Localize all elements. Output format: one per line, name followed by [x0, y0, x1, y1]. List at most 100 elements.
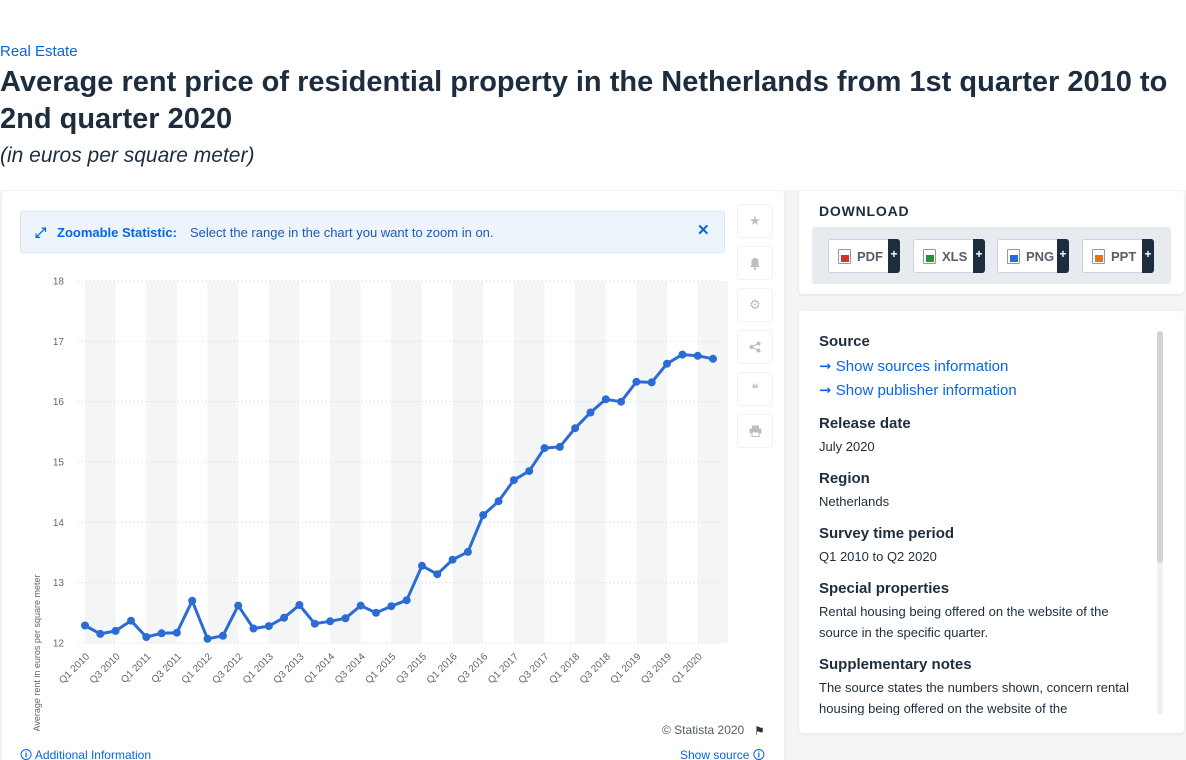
show-source-label: Show source — [680, 748, 750, 760]
x-tick-label: Q1 2018 — [547, 651, 582, 686]
data-point[interactable] — [249, 624, 258, 633]
bell-icon[interactable] — [737, 246, 773, 280]
x-tick-label: Q1 2016 — [425, 651, 460, 686]
info-scroll-area[interactable]: Source ➞ Show sources information ➞ Show… — [819, 331, 1149, 715]
top-bar — [0, 0, 1186, 40]
data-point[interactable] — [295, 601, 304, 609]
breadcrumb-real-estate[interactable]: Real Estate — [0, 43, 78, 60]
download-ppt-button[interactable]: PPT + — [1082, 239, 1154, 273]
data-point[interactable] — [218, 631, 227, 640]
data-point[interactable] — [172, 628, 181, 637]
x-tick-label: Q3 2014 — [333, 651, 368, 686]
data-point[interactable] — [525, 467, 534, 476]
show-sources-link[interactable]: ➞ Show sources information — [819, 357, 1008, 375]
data-point[interactable] — [372, 608, 380, 617]
show-source-link[interactable]: Show source 🛈 — [680, 746, 765, 760]
x-tick-label: Q3 2018 — [578, 651, 613, 686]
y-tick-label: 17 — [53, 337, 65, 348]
data-point[interactable] — [142, 633, 151, 641]
data-point[interactable] — [96, 629, 105, 638]
data-point[interactable] — [127, 616, 135, 625]
flag-icon[interactable]: ⚑ — [754, 724, 765, 738]
download-png-button[interactable]: PNG + — [997, 239, 1069, 273]
x-tick-label: Q3 2015 — [394, 651, 429, 686]
x-tick-label: Q1 2010 — [57, 651, 92, 686]
data-point[interactable] — [356, 601, 365, 610]
x-tick-label: Q1 2017 — [486, 651, 521, 686]
data-point[interactable] — [326, 617, 335, 626]
y-tick-label: 16 — [53, 397, 65, 408]
download-pdf-button[interactable]: PDF + — [828, 239, 900, 273]
data-point[interactable] — [387, 602, 396, 611]
download-ppt-plus[interactable]: + — [1142, 239, 1154, 273]
data-point[interactable] — [509, 476, 518, 485]
x-tick-label: Q1 2014 — [302, 651, 337, 686]
year-band — [85, 281, 116, 643]
png-file-icon — [1007, 249, 1020, 264]
region-heading: Region — [819, 470, 870, 487]
data-point[interactable] — [280, 613, 289, 622]
additional-information-label: Additional Information — [34, 748, 151, 760]
download-ppt-label: PPT — [1111, 249, 1137, 264]
x-tick-label: Q1 2012 — [180, 651, 215, 686]
x-tick-label: Q3 2016 — [455, 651, 490, 686]
quote-icon[interactable]: ❝ — [737, 372, 773, 406]
info-icon: 🛈 — [749, 748, 765, 760]
x-tick-label: Q1 2011 — [119, 651, 154, 686]
data-point[interactable] — [402, 596, 411, 605]
data-point[interactable] — [555, 442, 564, 451]
scrollbar-thumb[interactable] — [1157, 331, 1163, 563]
additional-information-link[interactable]: 🛈 Additional Information — [20, 746, 151, 760]
show-sources-label: Show sources information — [835, 358, 1009, 375]
gear-icon[interactable]: ⚙ — [737, 288, 773, 322]
data-point[interactable] — [310, 619, 319, 628]
download-png-plus[interactable]: + — [1057, 239, 1069, 273]
survey-period-heading: Survey time period — [819, 525, 955, 542]
data-point[interactable] — [418, 561, 426, 570]
data-point[interactable] — [157, 629, 166, 638]
download-pdf-plus[interactable]: + — [888, 239, 900, 273]
data-point[interactable] — [81, 621, 89, 630]
share-icon[interactable] — [737, 330, 773, 364]
data-point[interactable] — [234, 601, 243, 610]
data-point[interactable] — [693, 351, 702, 360]
arrow-right-icon: ➞ — [819, 382, 836, 399]
y-tick-label: 12 — [53, 639, 65, 650]
data-point[interactable] — [647, 378, 656, 387]
data-point[interactable] — [709, 354, 717, 363]
data-point[interactable] — [632, 377, 641, 386]
data-point[interactable] — [494, 497, 503, 506]
star-icon[interactable]: ★ — [737, 204, 773, 238]
data-point[interactable] — [540, 444, 549, 453]
show-publisher-link[interactable]: ➞ Show publisher information — [819, 381, 1017, 399]
close-icon[interactable]: ✕ — [697, 222, 710, 239]
download-xls-button[interactable]: XLS + — [913, 239, 985, 273]
data-point[interactable] — [571, 424, 580, 433]
supplementary-notes-heading: Supplementary notes — [819, 656, 972, 673]
data-point[interactable] — [203, 634, 212, 643]
data-point[interactable] — [463, 547, 472, 556]
data-point[interactable] — [617, 397, 626, 406]
data-point[interactable] — [678, 350, 687, 359]
expand-icon: ⤢ — [35, 224, 47, 240]
supplementary-notes-value: The source states the numbers shown, con… — [819, 680, 1129, 715]
data-point[interactable] — [448, 555, 457, 564]
data-point[interactable] — [586, 408, 595, 417]
data-point[interactable] — [264, 622, 273, 631]
data-point[interactable] — [663, 359, 671, 368]
data-point[interactable] — [188, 596, 197, 605]
info-card: Source ➞ Show sources information ➞ Show… — [799, 311, 1184, 733]
y-tick-label: 13 — [53, 578, 65, 589]
data-point[interactable] — [341, 614, 350, 623]
download-xls-label: XLS — [942, 249, 968, 264]
print-icon[interactable] — [737, 414, 773, 448]
data-point[interactable] — [433, 570, 442, 579]
y-tick-label: 15 — [53, 458, 65, 469]
data-point[interactable] — [479, 511, 488, 520]
download-xls-plus[interactable]: + — [973, 239, 985, 273]
data-point[interactable] — [601, 395, 610, 404]
credits[interactable]: © Statista 2020 — [662, 723, 745, 737]
data-point[interactable] — [111, 626, 120, 635]
y-tick-label: 14 — [53, 518, 65, 529]
